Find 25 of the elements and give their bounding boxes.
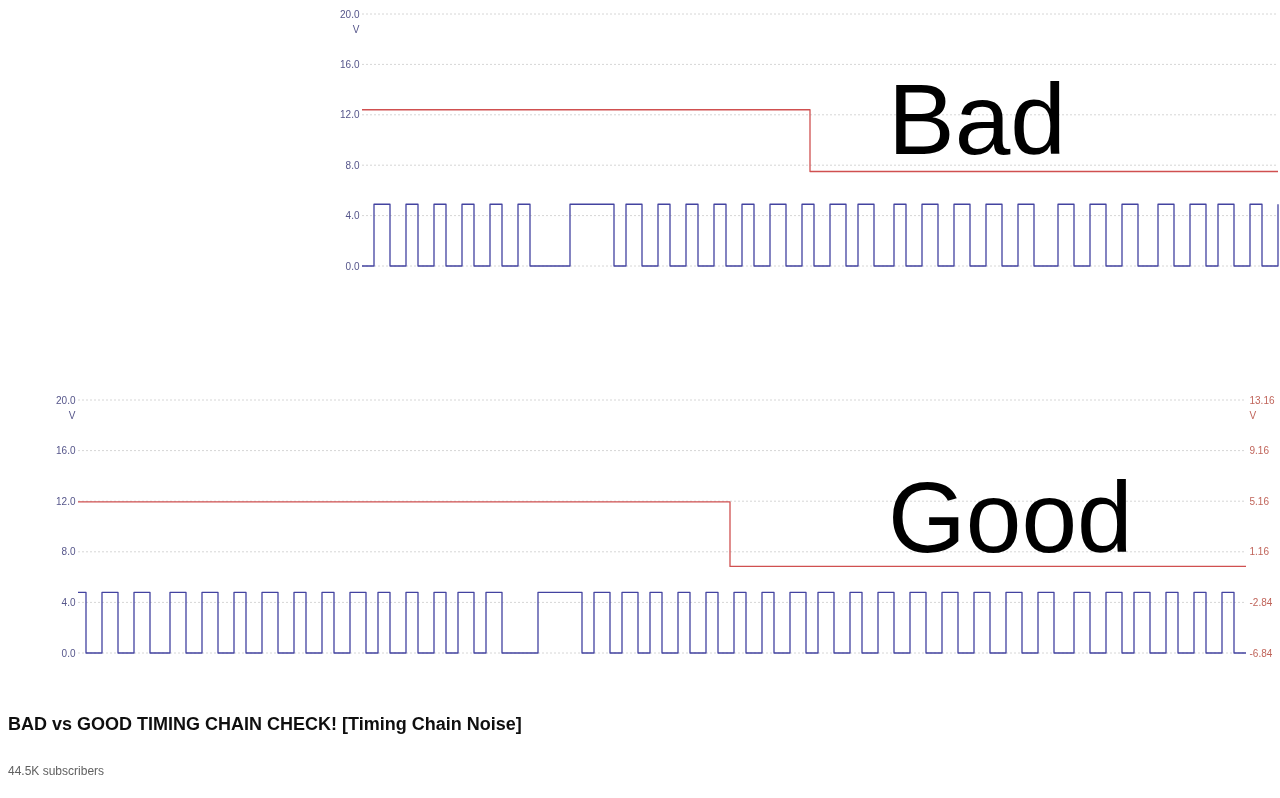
y-axis-title: V	[68, 409, 76, 421]
y2-tick-label: 9.16	[1249, 445, 1270, 457]
y-tick-label: 16.0	[340, 58, 360, 70]
y2-tick-label: 1.16	[1249, 546, 1270, 558]
y-tick-label: 20.0	[340, 8, 360, 20]
y-tick-label: 4.0	[61, 596, 76, 608]
text: 44.5K subscribers	[8, 764, 105, 778]
y2-tick-label: -2.84	[1249, 596, 1273, 608]
y-tick-label: 16.0	[56, 445, 76, 457]
y-tick-label: 20.0	[56, 394, 76, 406]
annotation: Good	[888, 461, 1133, 573]
y-tick-label: 12.0	[56, 495, 76, 507]
y2-tick-label: 5.16	[1249, 495, 1270, 507]
y-tick-label: 8.0	[61, 546, 76, 558]
y-tick-label: 0.0	[345, 260, 360, 272]
y2-axis-title: V	[1249, 409, 1257, 421]
annotation: Bad	[888, 63, 1066, 175]
y2-tick-label: 13.16	[1249, 394, 1275, 406]
y-axis-title: V	[352, 23, 360, 35]
text: BAD vs GOOD TIMING CHAIN CHECK! [Timing Chain Noise]	[8, 714, 522, 734]
y-tick-label: 8.0	[345, 159, 360, 171]
y-tick-label: 0.0	[61, 647, 76, 659]
y-tick-label: 12.0	[340, 109, 360, 121]
y-tick-label: 4.0	[345, 210, 360, 222]
y2-tick-label: -6.84	[1249, 647, 1273, 659]
